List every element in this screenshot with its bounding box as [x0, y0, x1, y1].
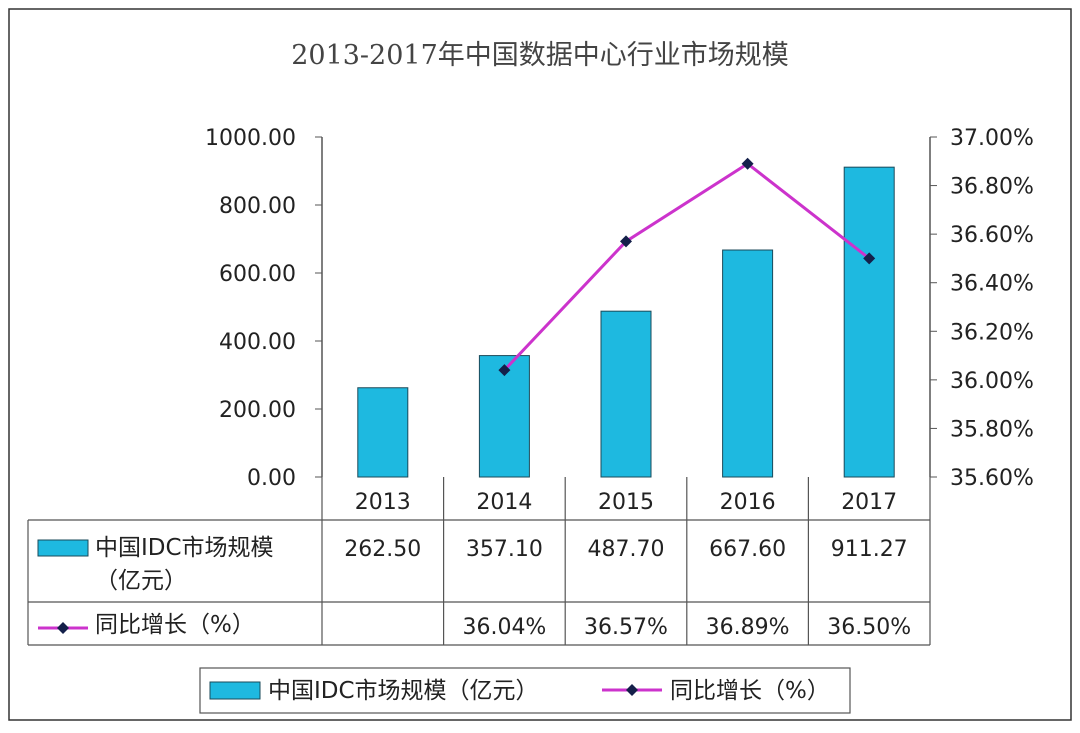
right-tick-label: 37.00% — [950, 126, 1034, 151]
legend-line-key-marker — [626, 684, 638, 696]
x-tick-label: 2016 — [720, 490, 776, 515]
growth-data-label: 36.50% — [827, 615, 911, 640]
bar — [843, 166, 895, 478]
legend-box — [199, 667, 851, 714]
right-tick-label: 35.60% — [950, 466, 1034, 491]
bar — [357, 387, 409, 478]
growth-data-label: 36.57% — [584, 615, 668, 640]
table-row-label: 中国IDC市场规模 — [95, 535, 274, 561]
right-tick-label: 36.40% — [950, 272, 1034, 297]
legend-label: 中国IDC市场规模（亿元） — [268, 678, 539, 704]
x-tick-label: 2017 — [841, 490, 897, 515]
left-tick-label: 0.00 — [247, 466, 296, 491]
chart-title: 2013-2017年中国数据中心行业市场规模 — [291, 40, 789, 71]
bar — [600, 310, 652, 478]
right-tick-label: 36.00% — [950, 369, 1034, 394]
bar — [722, 249, 774, 478]
x-tick-label: 2014 — [476, 490, 532, 515]
right-tick-label: 36.80% — [950, 175, 1034, 200]
table-bar-key — [37, 539, 89, 557]
growth-marker — [741, 157, 754, 170]
growth-data-label: 36.89% — [706, 615, 790, 640]
growth-marker — [498, 364, 511, 377]
right-tick-label: 36.20% — [950, 320, 1034, 345]
left-tick-label: 1000.00 — [205, 126, 296, 151]
right-tick-label: 35.80% — [950, 417, 1034, 442]
growth-data-label: 36.04% — [462, 615, 546, 640]
bar-data-label: 911.27 — [831, 537, 908, 562]
x-tick-label: 2015 — [598, 490, 654, 515]
table-row-label: （亿元） — [95, 568, 187, 594]
bar-data-label: 262.50 — [344, 537, 421, 562]
right-tick-label: 36.60% — [950, 223, 1034, 248]
left-tick-label: 800.00 — [219, 194, 296, 219]
growth-marker — [620, 235, 632, 248]
growth-line — [503, 161, 871, 372]
legend-label: 同比增长（%） — [670, 678, 830, 704]
table-line-key-marker — [57, 622, 69, 634]
bar-data-label: 357.10 — [466, 537, 543, 562]
growth-marker — [863, 252, 876, 265]
left-tick-label: 400.00 — [219, 330, 296, 355]
table-row-label: 同比增长（%） — [95, 612, 255, 638]
legend-bar-key — [209, 681, 261, 700]
left-tick-label: 600.00 — [219, 262, 296, 287]
x-tick-label: 2013 — [355, 490, 411, 515]
left-tick-label: 200.00 — [219, 398, 296, 423]
bar-data-label: 487.70 — [588, 537, 665, 562]
bar-data-label: 667.60 — [709, 537, 786, 562]
